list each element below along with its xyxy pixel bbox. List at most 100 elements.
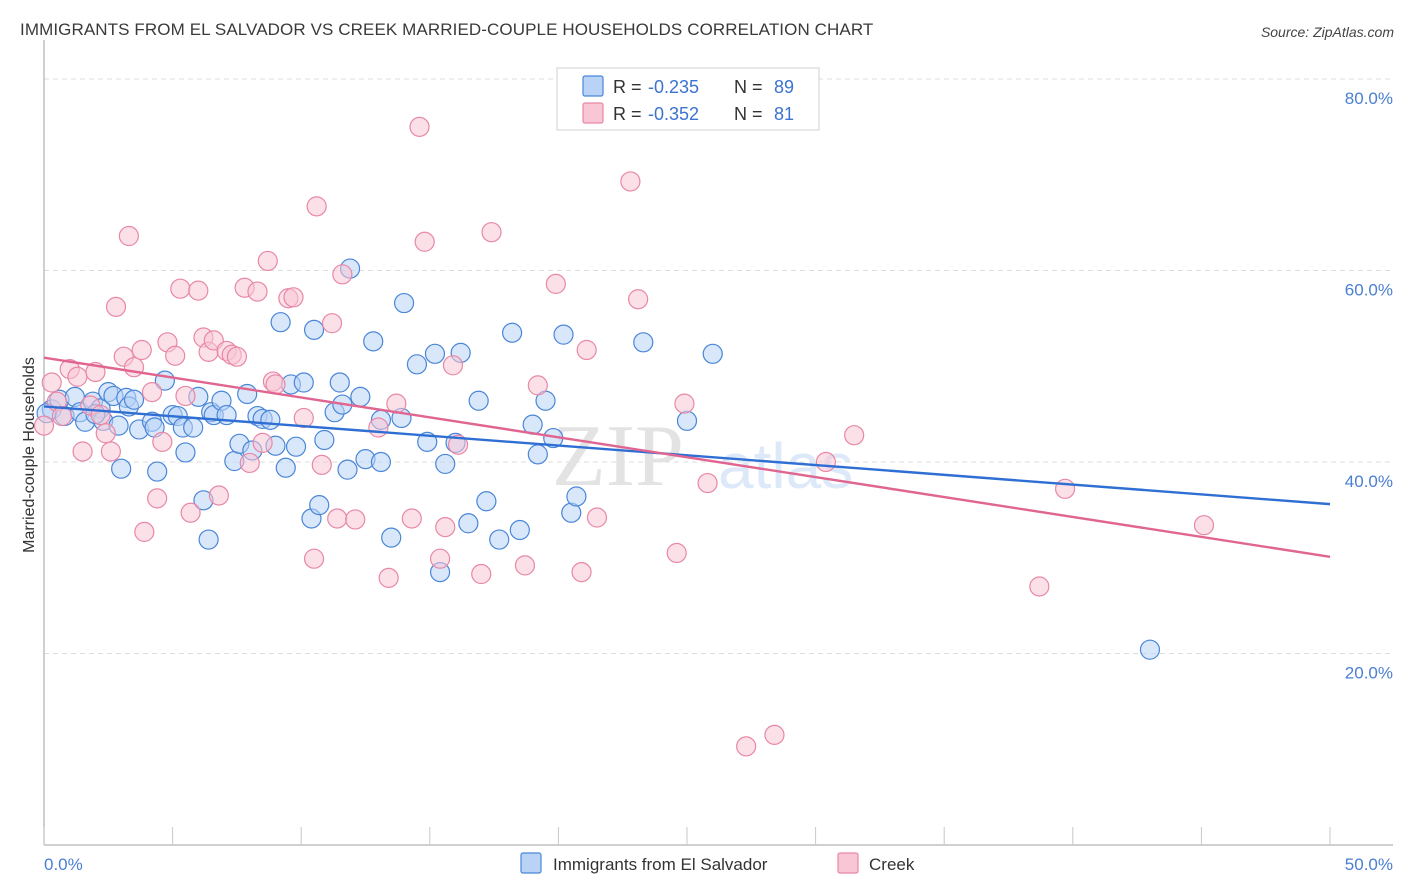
data-point [306,196,327,217]
data-point [141,382,163,403]
data-point [674,393,695,414]
legend-n-label-1: N = [734,104,763,124]
data-point [350,386,371,407]
data-point [576,339,597,361]
series-legend-label-0: Immigrants from El Salvador [553,855,768,874]
data-point [844,425,865,446]
data-point [275,457,296,478]
data-point [314,429,335,451]
data-point [95,423,116,444]
y-tick-labels: 20.0% 40.0% 60.0% 80.0% [1345,89,1393,683]
data-point [100,441,121,462]
data-point [633,332,654,353]
data-point [417,431,438,452]
data-point [175,385,196,407]
data-point [270,312,291,333]
data-point [676,410,698,431]
data-point [393,292,415,314]
data-point [265,374,286,395]
data-point [815,451,836,473]
data-point [327,508,348,529]
data-point [514,555,536,576]
data-point [502,322,523,343]
legend-swatch-pink [582,102,604,124]
data-point [435,517,456,538]
axes [43,40,1393,846]
legend-r-label-1: R = [613,104,642,124]
data-point [368,417,389,438]
data-point [134,521,155,542]
data-point [285,436,307,457]
chart-title: IMMIGRANTS FROM EL SALVADOR VS CREEK MAR… [20,20,874,39]
data-point [429,548,451,569]
data-point [481,222,502,243]
data-point [414,231,435,252]
source-label: Source: ZipAtlas.com [1260,24,1394,40]
trend-line-immigrants-el-salvador [43,405,1331,506]
data-point [702,343,723,364]
data-point [553,324,574,345]
legend-r-label-0: R = [613,77,642,97]
x-tick-label-min: 0.0% [44,855,83,874]
y-tick-label: 40.0% [1345,472,1393,491]
data-point [527,444,548,465]
legend-n-value-0: 89 [774,77,794,97]
data-point [1054,478,1076,499]
data-point [1029,576,1050,597]
series-legend: Immigrants from El Salvador Creek [520,852,915,874]
data-point [183,417,204,438]
data-point [188,280,209,301]
data-point [697,472,718,494]
data-point [118,225,139,247]
data-point [180,502,201,523]
legend-r-value-1: -0.352 [648,104,699,124]
data-point [67,366,88,387]
data-point [1193,515,1215,536]
series-creek [33,116,1215,757]
series-legend-swatch-pink [837,852,859,874]
data-point [409,116,430,137]
data-point [378,567,399,588]
data-point [332,264,353,285]
data-point [435,453,456,475]
data-point [401,508,422,529]
data-point [165,345,186,366]
data-point [329,372,350,393]
data-point [239,452,260,474]
legend-n-label-0: N = [734,77,763,97]
data-point [51,405,73,427]
legend-swatch-blue [582,75,604,97]
data-point [764,724,785,745]
data-point [293,372,314,393]
data-point [571,562,592,583]
grid-lines [44,78,1393,654]
data-point [41,372,62,393]
data-point [198,529,219,550]
series-legend-swatch-blue [520,852,542,874]
data-point [293,407,314,429]
data-point [152,431,173,452]
data-point [381,527,402,548]
data-point [257,250,278,272]
data-point [345,509,366,530]
data-point [208,485,229,506]
series-legend-label-1: Creek [869,855,915,874]
data-point [260,409,281,430]
data-point [252,432,273,453]
data-point [527,375,548,396]
data-point [442,355,464,376]
data-point [123,389,145,410]
data-point [1139,639,1161,660]
correlation-legend: R = -0.235 N = 89 R = -0.352 N = 81 [556,67,820,131]
data-point [131,339,152,361]
data-point [33,415,55,436]
data-point [303,548,325,569]
data-point [736,736,757,757]
data-point [509,519,530,541]
data-point [666,542,687,564]
data-point [90,404,111,426]
data-point [283,287,304,308]
data-point [303,319,325,340]
data-point [424,343,446,364]
data-point [175,442,196,463]
